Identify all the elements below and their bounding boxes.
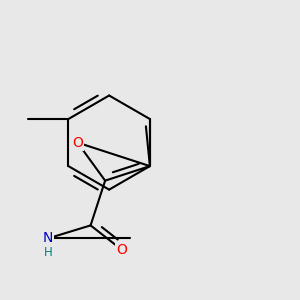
- Text: O: O: [117, 243, 128, 257]
- Text: H: H: [44, 246, 52, 259]
- Text: N: N: [43, 232, 53, 245]
- Text: O: O: [72, 136, 83, 150]
